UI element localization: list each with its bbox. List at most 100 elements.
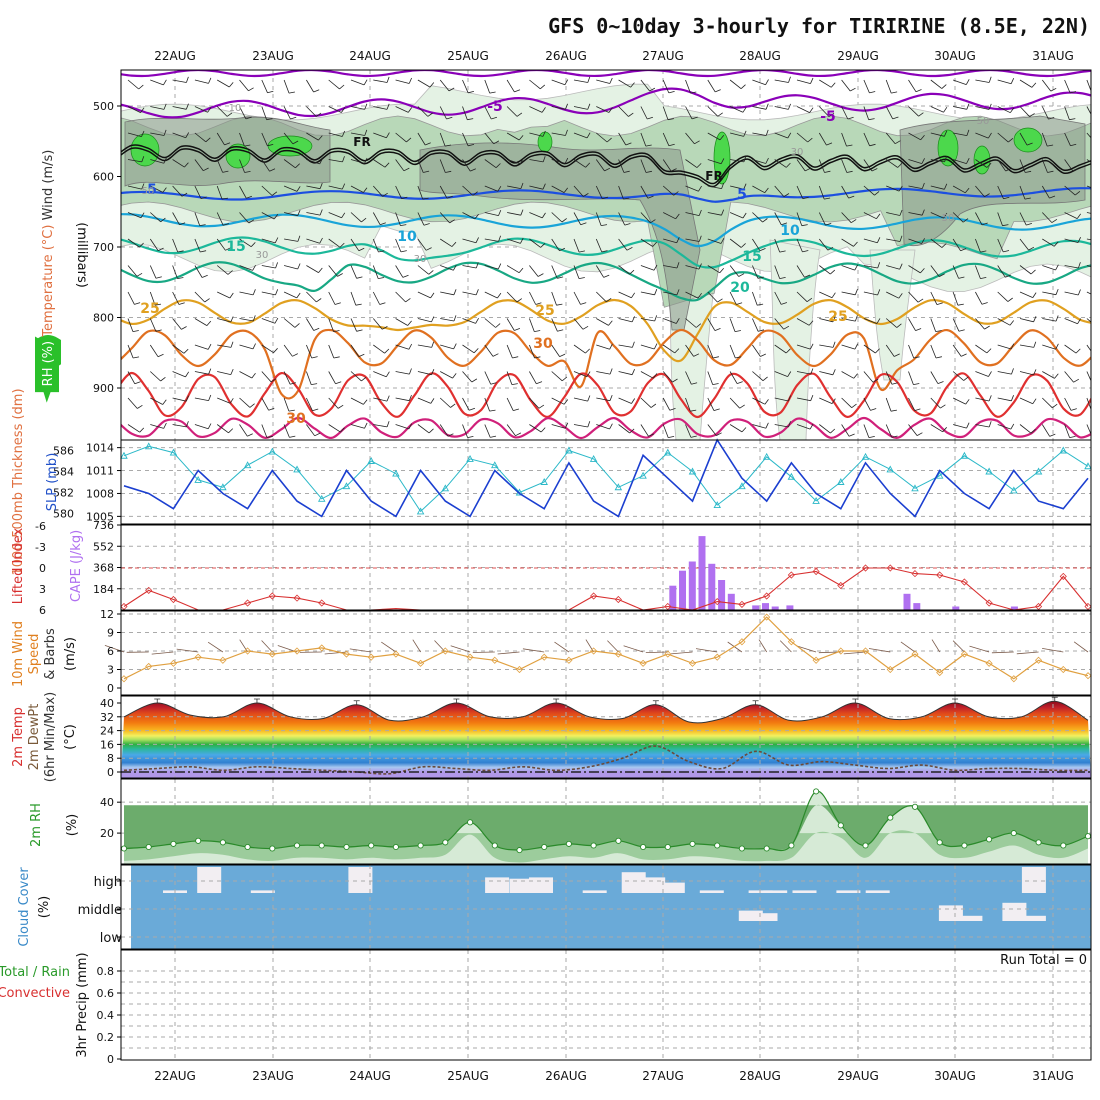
thickness-marker (614, 483, 623, 491)
wind-barb-feather (364, 157, 368, 164)
wind-barb-feather (854, 343, 859, 350)
wind-barb (908, 79, 917, 93)
date-label-top: 22AUG (154, 49, 196, 63)
wind-barb (127, 318, 134, 332)
rh-marker (1084, 833, 1092, 840)
wind-barb (1086, 185, 1091, 188)
chart-title: GFS 0~10day 3-hourly for TIRIRINE (8.5E,… (548, 14, 1090, 38)
wind-speed-marker (985, 659, 993, 667)
wind-barb-feather (1007, 297, 1013, 302)
wind-barb-feather (267, 144, 274, 147)
wind-barb-feather (988, 132, 992, 139)
wind-barb (819, 106, 830, 117)
wind-barb (663, 238, 677, 244)
thickness-marker (441, 484, 450, 492)
wind-barb (796, 212, 803, 226)
wind-barb (484, 291, 498, 299)
wind-barb-feather (542, 130, 546, 137)
wind-barb-feather (163, 129, 167, 136)
wind-barb (150, 132, 165, 136)
wind-barb (149, 291, 156, 306)
wind-barb-feather (762, 376, 768, 382)
wind-barb (618, 159, 625, 173)
surface-wind-barb (952, 640, 965, 653)
thickness-ylabel: 1000-500mb Thickness (dm) (11, 388, 26, 575)
wind-barb (150, 106, 165, 110)
wind-barb (663, 265, 678, 269)
wind-barb-feather (853, 373, 858, 379)
wind-barb (596, 79, 610, 84)
wind-barb-feather (246, 195, 253, 199)
wind-barb (952, 318, 960, 332)
wind-barb-feather (451, 241, 457, 247)
wind-barb-feather (759, 248, 766, 252)
wind-barb-feather (802, 250, 809, 253)
tick-label: 0 (107, 766, 114, 779)
wind-barb (194, 424, 209, 430)
surface-wind-barb (843, 651, 866, 655)
wind-barb (952, 79, 967, 85)
wind-barb (908, 291, 919, 303)
cloud-bar-high (509, 878, 534, 893)
surface-wind-barb (349, 648, 372, 653)
wind-barb-feather (650, 219, 656, 224)
wind-barb-feather (386, 421, 390, 428)
wind-barb-feather (384, 162, 390, 168)
wind-barb (306, 106, 317, 117)
svg-text:& Barbs: & Barbs (43, 628, 58, 680)
wind-barb (395, 212, 401, 226)
wind-barb-feather (988, 103, 992, 110)
wind-barb-feather (206, 320, 212, 326)
wind-barb-feather (645, 144, 652, 147)
cape-bar (786, 605, 794, 610)
wind-speed-marker (1084, 672, 1092, 680)
wind-barb-feather (943, 212, 948, 219)
wind-barb (1041, 185, 1050, 199)
wind-barb-feather (690, 435, 697, 438)
thickness-marker (293, 465, 301, 473)
wind-barb-feather (177, 250, 184, 253)
wind-barb (952, 159, 967, 164)
contour-label: 25 (828, 309, 847, 325)
wind-barb (127, 159, 142, 163)
li-marker (812, 567, 820, 576)
wind-barb (1019, 238, 1029, 251)
temp-max-mark (154, 698, 161, 703)
wind-barb (127, 265, 138, 277)
wind-barb-feather (1002, 224, 1009, 227)
wind-barb (440, 344, 454, 350)
cape-bar (771, 606, 779, 610)
wind-barb-feather (1051, 218, 1058, 223)
wind-barb-feather (248, 219, 255, 224)
wind-barb-feather (788, 103, 791, 110)
cloud-bar-high (621, 872, 646, 893)
rh-line (123, 790, 1089, 852)
wind-speed-marker (268, 650, 276, 658)
wind-barb (172, 371, 186, 378)
wind-barb-feather (448, 87, 455, 92)
contour-10 (121, 213, 1091, 248)
surface-wind-barb (623, 645, 644, 653)
wind-barb (774, 371, 788, 377)
wind-barb-feather (407, 107, 413, 113)
wind-barb-feather (783, 325, 790, 330)
temp-max-mark (553, 698, 560, 703)
wind-barb (529, 344, 535, 359)
wind-barb (417, 318, 432, 323)
wind-barb-feather (890, 409, 897, 412)
wind-barb-feather (378, 250, 385, 253)
wind-barb-feather (141, 130, 145, 137)
wind-barb-feather (781, 302, 788, 305)
wind-barb (1064, 185, 1076, 196)
surface-wind-barb (554, 641, 570, 653)
wind-barb-feather (513, 408, 520, 411)
rh-marker (714, 842, 721, 849)
date-label-top: 30AUG (934, 49, 976, 63)
wind-barb (529, 159, 544, 163)
wind-barb-feather (855, 315, 858, 322)
contour-label: 15 (226, 239, 245, 255)
wind-barb-feather (453, 315, 457, 322)
